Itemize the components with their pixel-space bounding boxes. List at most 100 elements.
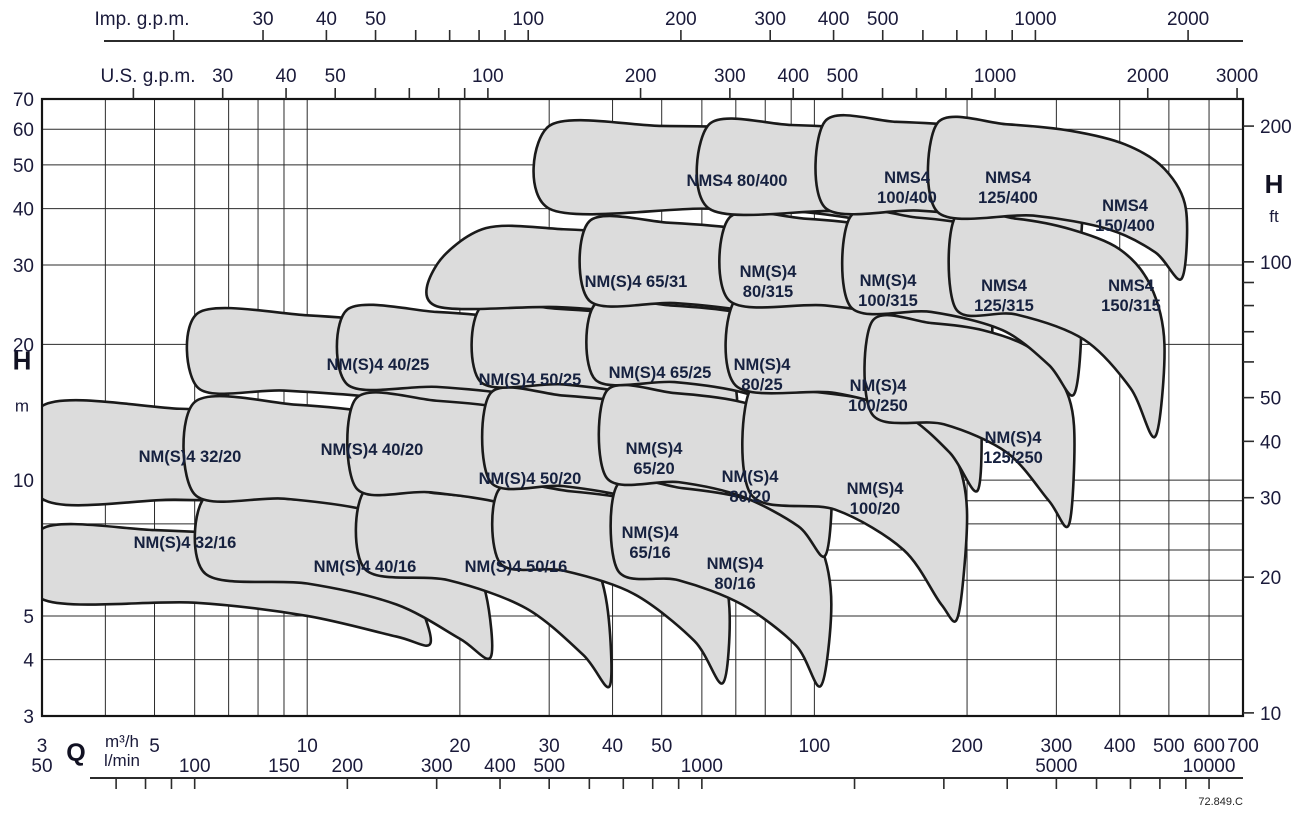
bottom-axis-tick-label: 600 — [1193, 736, 1225, 757]
left-axis-symbol: H — [13, 345, 32, 375]
svg-text:NMS4: NMS4 — [884, 169, 931, 187]
region-label: NMS4 150/315 — [1101, 277, 1161, 315]
bottom-axis-lmin-tick-label: 10000 — [1183, 756, 1236, 777]
bottom-axis-lmin-tick-label: 500 — [533, 756, 565, 777]
left-axis-tick-label: 30 — [13, 256, 34, 277]
region-label: NM(S)4 65/31 — [585, 273, 688, 291]
bottom-axis-tick-label: 100 — [799, 736, 831, 757]
plot-frame — [40, 97, 1245, 718]
svg-text:NM(S)4: NM(S)4 — [985, 429, 1043, 447]
bottom-axis-lmin-tick-label: 1000 — [681, 756, 723, 777]
region-label: NM(S)4 80/16 — [707, 555, 765, 593]
region-label: NMS4 125/315 — [974, 277, 1034, 315]
right-axis-tick-label: 50 — [1260, 389, 1281, 410]
region-labels: NM(S)4 32/16 NM(S)4 32/20 NM(S)4 40/16 NM(S… — [134, 169, 1161, 593]
left-axis-tick-label: 20 — [13, 335, 34, 356]
top-axes: 30 40 50 100 200 300 400 500 1000 2000 Imp. g.p.m.… — [94, 9, 1258, 99]
svg-text:NMS4: NMS4 — [985, 169, 1032, 187]
svg-text:80/25: 80/25 — [741, 376, 782, 394]
top-axis-tick-label: 3000 — [1216, 66, 1258, 87]
imp-gpm-axis-label: Imp. g.p.m. — [94, 9, 189, 30]
bottom-axis-lmin-tick-label: 400 — [484, 756, 516, 777]
region-label: NM(S)4 32/16 — [134, 534, 237, 552]
svg-text:150/400: 150/400 — [1095, 217, 1155, 235]
top-axis-tick-label: 200 — [665, 9, 697, 30]
top-axis-tick-label: 50 — [365, 9, 386, 30]
flow-axis-symbol: Q — [66, 739, 85, 767]
svg-text:100/20: 100/20 — [850, 500, 900, 518]
svg-text:NM(S)4: NM(S)4 — [860, 272, 918, 290]
bottom-axis-lmin-tick-label: 100 — [179, 756, 211, 777]
left-axis: 3 4 5 10 20 30 40 50 60 70 Hm — [13, 90, 35, 728]
top-axis-tick-label: 400 — [777, 66, 809, 87]
bottom-axis-tick-label: 30 — [539, 736, 560, 757]
bottom-axis-tick-label: 200 — [951, 736, 983, 757]
right-axis-symbol: H — [1265, 169, 1284, 199]
bottom-axis-lmin-tick-label: 5000 — [1035, 756, 1077, 777]
top-axis-tick-label: 40 — [275, 66, 296, 87]
region-label: NM(S)4 50/25 — [479, 371, 582, 389]
region-label: NM(S)4 80/20 — [722, 468, 780, 506]
right-axis-unit: ft — [1269, 207, 1279, 226]
region-label: NM(S)4 40/25 — [327, 356, 430, 374]
svg-text:NM(S)4: NM(S)4 — [740, 263, 798, 281]
svg-text:NMS4: NMS4 — [1108, 277, 1155, 295]
region-label: NM(S)4 100/315 — [858, 272, 918, 310]
svg-text:NM(S)4: NM(S)4 — [734, 356, 792, 374]
left-axis-tick-label: 70 — [13, 90, 34, 111]
svg-text:NM(S)4: NM(S)4 — [707, 555, 765, 573]
flow-axis-unit-m3h: m³/h — [105, 732, 139, 751]
top-axis-tick-label: 200 — [625, 66, 657, 87]
bottom-axis-tick-label: 700 — [1227, 736, 1259, 757]
bottom-axis-lmin-tick-label: 300 — [421, 756, 453, 777]
right-axis-tick-label: 40 — [1260, 432, 1281, 453]
top-axis-tick-label: 500 — [827, 66, 859, 87]
region-label: NM(S)4 80/25 — [734, 356, 792, 394]
region-label: NM(S)4 80/315 — [740, 263, 798, 301]
top-axis-tick-label: 100 — [512, 9, 544, 30]
top-axis-tick-label: 2000 — [1167, 9, 1209, 30]
region-label: NM(S)4 40/16 — [314, 558, 417, 576]
svg-text:100/400: 100/400 — [877, 189, 937, 207]
right-axis-tick-label: 30 — [1260, 489, 1281, 510]
top-axis-tick-label: 300 — [714, 66, 746, 87]
flow-axis-unit-lmin: l/min — [104, 751, 140, 770]
bottom-axis-lmin-tick-label: 150 — [268, 756, 300, 777]
top-axis-tick-label: 1000 — [1014, 9, 1056, 30]
svg-text:100/250: 100/250 — [848, 397, 908, 415]
bottom-axis-tick-label: 50 — [651, 736, 672, 757]
top-axis-tick-label: 30 — [252, 9, 273, 30]
svg-text:65/20: 65/20 — [633, 460, 674, 478]
region-label: NM(S)4 65/25 — [609, 364, 712, 382]
region-label: NM(S)4 40/20 — [321, 441, 424, 459]
svg-text:150/315: 150/315 — [1101, 297, 1161, 315]
left-axis-tick-label: 60 — [13, 120, 34, 141]
svg-text:80/315: 80/315 — [743, 283, 793, 301]
left-axis-tick-label: 5 — [23, 607, 34, 628]
region-label: NMS4 150/400 — [1095, 197, 1155, 235]
svg-text:NMS4: NMS4 — [1102, 197, 1149, 215]
region-label: NM(S)4 100/20 — [847, 480, 905, 518]
svg-text:125/315: 125/315 — [974, 297, 1034, 315]
svg-text:80/20: 80/20 — [729, 488, 770, 506]
svg-text:NM(S)4: NM(S)4 — [622, 524, 680, 542]
top-axis-tick-label: 2000 — [1127, 66, 1169, 87]
left-axis-tick-label: 40 — [13, 200, 34, 221]
region-label: NM(S)4 50/20 — [479, 470, 582, 488]
region-label: NM(S)4 125/250 — [983, 429, 1043, 467]
svg-text:65/16: 65/16 — [629, 544, 670, 562]
top-axis-tick-label: 100 — [472, 66, 504, 87]
left-axis-tick-label: 4 — [23, 651, 34, 672]
region-label: NM(S)4 65/20 — [626, 440, 684, 478]
left-axis-tick-label: 3 — [23, 707, 34, 728]
us-gpm-axis-label: U.S. g.p.m. — [100, 66, 195, 87]
bottom-axis-tick-label: 40 — [602, 736, 623, 757]
left-axis-tick-label: 10 — [13, 471, 34, 492]
svg-text:NMS4: NMS4 — [981, 277, 1028, 295]
svg-text:NM(S)4: NM(S)4 — [722, 468, 780, 486]
right-axis: 10 20 30 40 50 100 200 Hft — [1243, 117, 1292, 725]
right-axis-tick-label: 10 — [1260, 704, 1281, 725]
region-label: NM(S)4 32/20 — [139, 448, 242, 466]
top-axis-tick-label: 1000 — [974, 66, 1016, 87]
svg-text:100/315: 100/315 — [858, 292, 918, 310]
